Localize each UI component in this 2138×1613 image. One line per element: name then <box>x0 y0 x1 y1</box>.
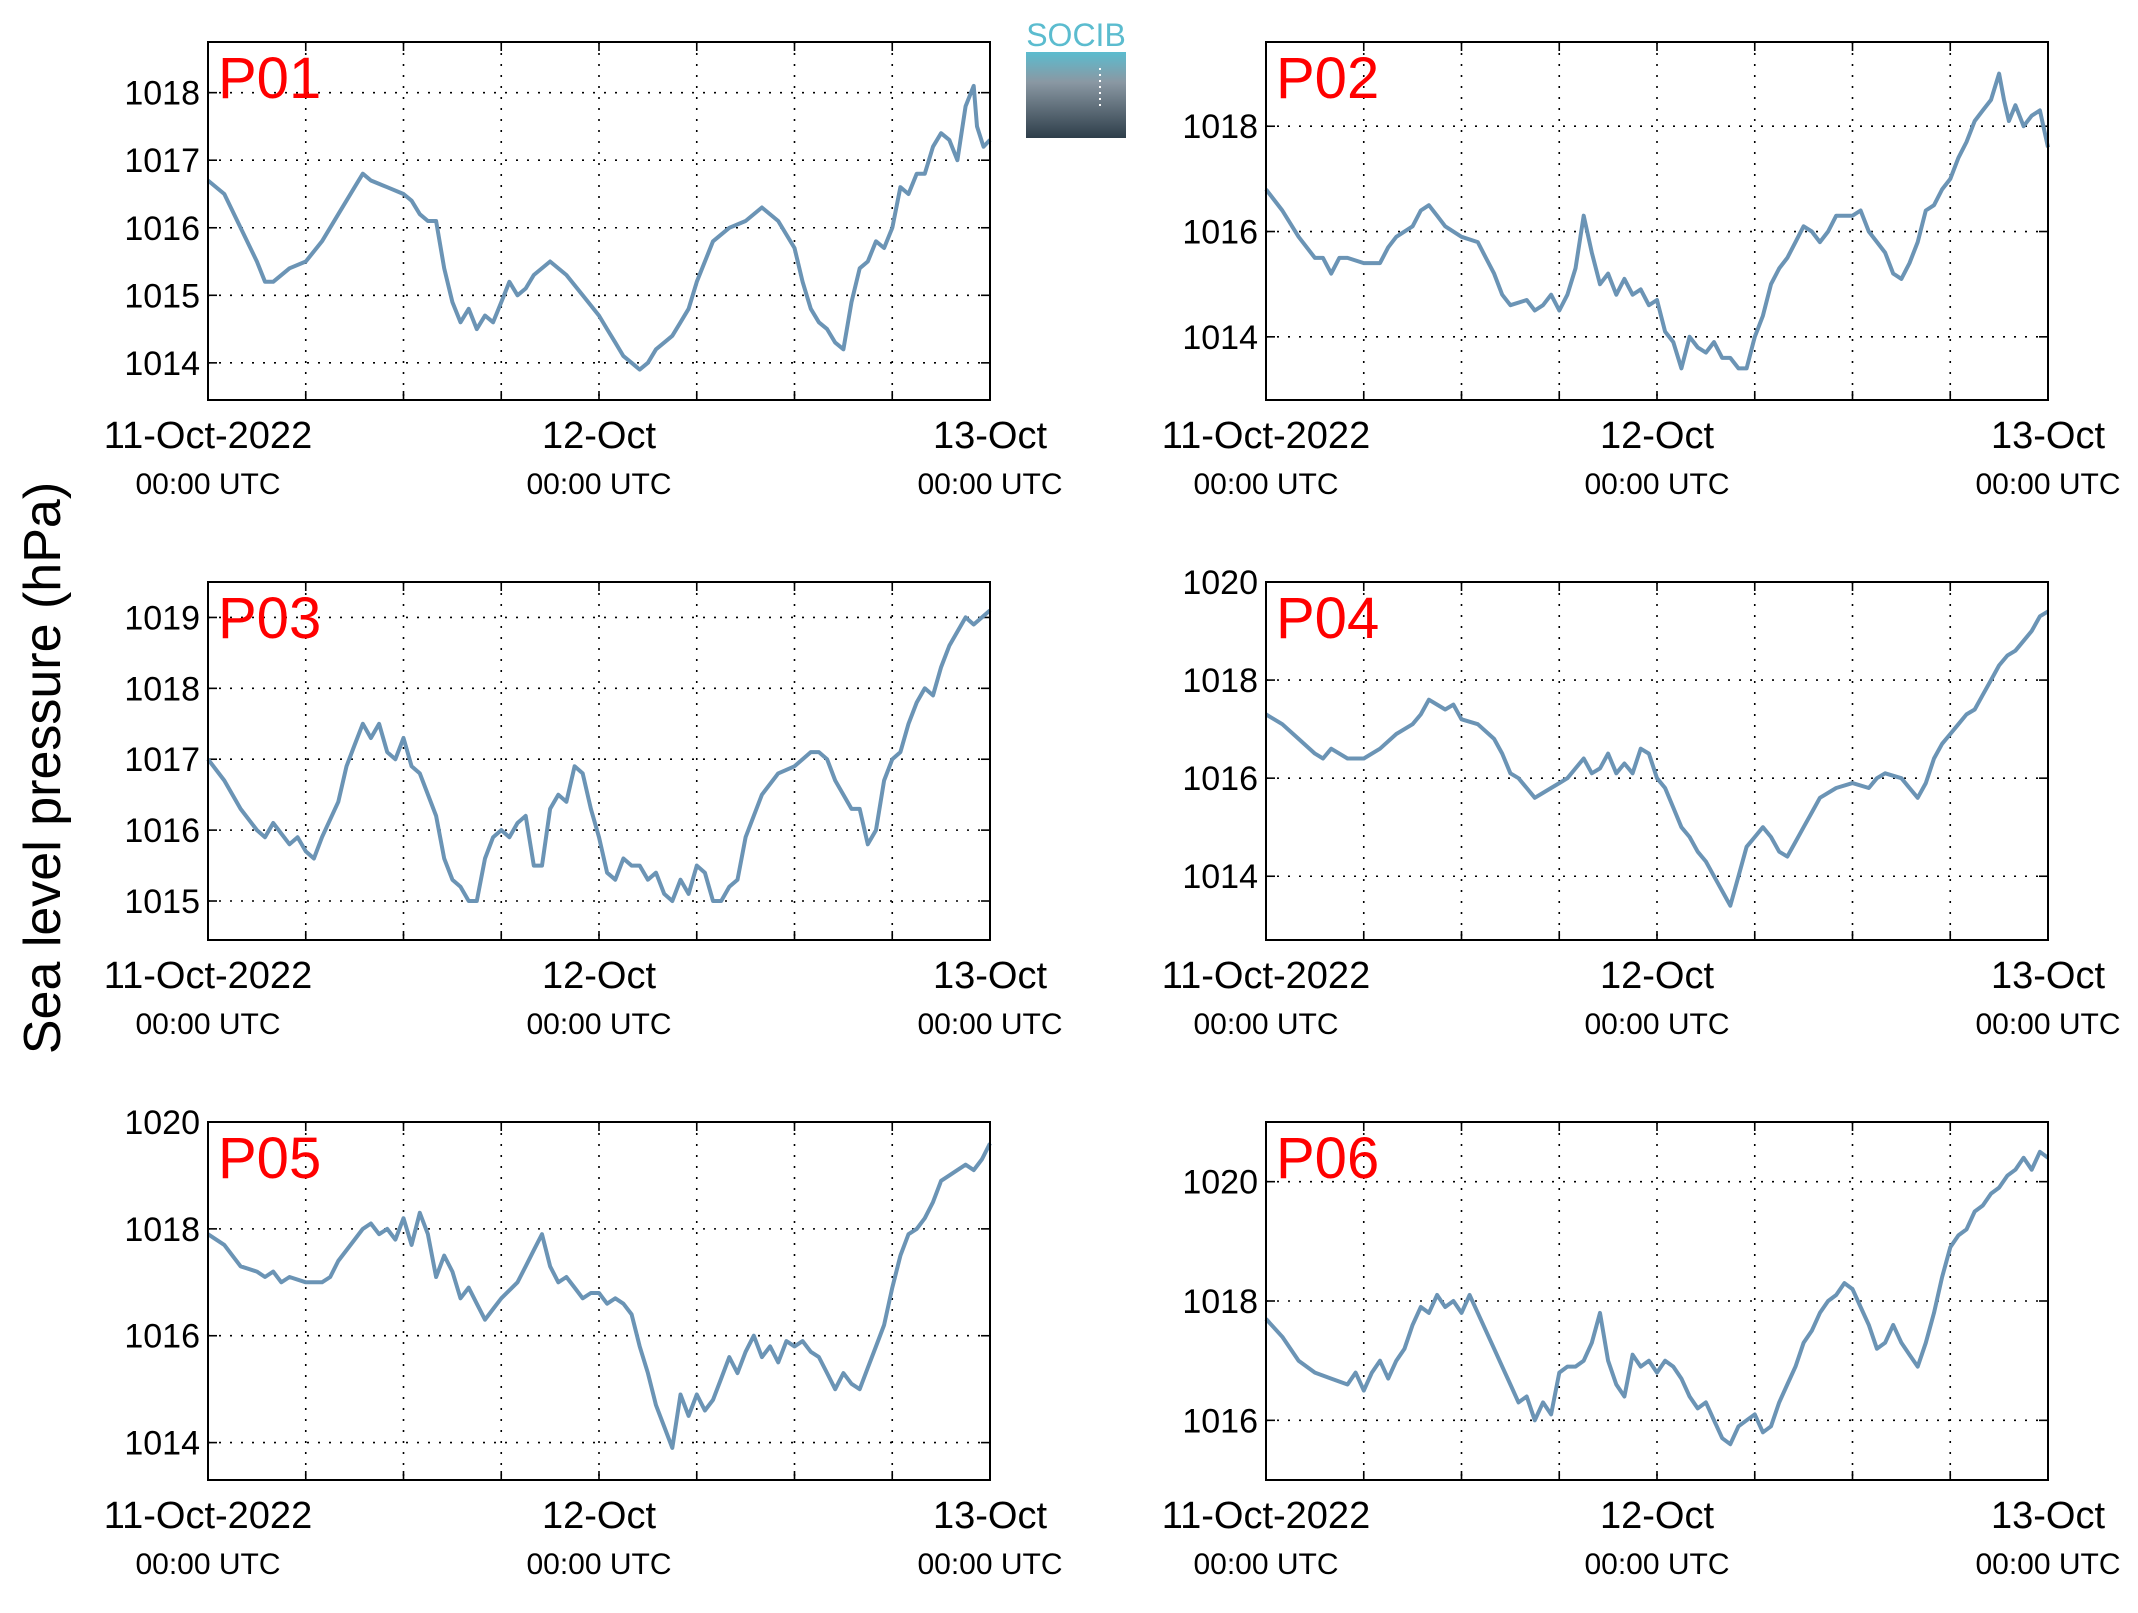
series-line <box>206 608 992 903</box>
plot-area <box>207 41 991 401</box>
x-tick-label-time: 00:00 UTC <box>526 1008 671 1041</box>
logo-text: SOCIB <box>1026 17 1126 53</box>
x-tick-label-time: 00:00 UTC <box>917 468 1062 501</box>
x-tick-label-date: 13-Oct <box>933 955 1047 997</box>
x-tick-label-time: 00:00 UTC <box>1193 1548 1338 1581</box>
series-line <box>1264 1149 2050 1447</box>
x-tick-label-time: 00:00 UTC <box>1975 1548 2120 1581</box>
x-tick-label-time: 00:00 UTC <box>1584 1548 1729 1581</box>
x-tick-label-time: 00:00 UTC <box>1584 1008 1729 1041</box>
x-tick-label-time: 00:00 UTC <box>526 468 671 501</box>
panel-label: P02 <box>1276 46 1379 111</box>
y-tick-label: 1018 <box>1182 662 1258 700</box>
y-tick-label: 1018 <box>1182 108 1258 146</box>
x-tick-label-date: 13-Oct <box>933 415 1047 457</box>
plot-area <box>207 581 991 941</box>
plot-area <box>1265 581 2049 941</box>
x-tick-label-date: 13-Oct <box>1991 1495 2105 1537</box>
x-tick-label-time: 00:00 UTC <box>526 1548 671 1581</box>
x-tick-label-time: 00:00 UTC <box>135 1548 280 1581</box>
x-tick-label-time: 00:00 UTC <box>1975 468 2120 501</box>
x-tick-label-date: 11-Oct-2022 <box>104 1495 312 1537</box>
panel-label: P03 <box>218 586 321 651</box>
y-tick-label: 1015 <box>124 277 200 315</box>
y-tick-label: 1016 <box>124 812 200 850</box>
y-tick-label: 1014 <box>1182 858 1258 896</box>
y-tick-label: 1018 <box>1182 1283 1258 1321</box>
panel-label: P06 <box>1276 1126 1379 1191</box>
panel-p02: 1014 1016 1018 P02 11-Oct-2022 00:00 UTC 12-Oc… <box>1162 41 2121 501</box>
x-tick-label-date: 13-Oct <box>933 1495 1047 1537</box>
logo-mark <box>1026 52 1126 138</box>
panel-p04: 1014 1016 1018 1020 P04 11-Oct-2022 00:00 UTC 1… <box>1162 564 2121 1041</box>
y-tick-label: 1020 <box>124 1104 200 1142</box>
panel-label: P05 <box>218 1126 321 1191</box>
y-tick-label: 1016 <box>1182 214 1258 252</box>
x-tick-label-time: 00:00 UTC <box>917 1008 1062 1041</box>
series-line <box>1264 71 2050 371</box>
y-tick-label: 1019 <box>124 599 200 637</box>
y-tick-label: 1016 <box>124 1318 200 1356</box>
x-tick-label-date: 11-Oct-2022 <box>104 415 312 457</box>
y-tick-label: 1017 <box>124 741 200 779</box>
y-tick-label: 1016 <box>1182 1402 1258 1440</box>
y-tick-label: 1017 <box>124 142 200 180</box>
y-tick-label: 1014 <box>124 345 200 383</box>
x-tick-label-date: 13-Oct <box>1991 955 2105 997</box>
x-tick-label-date: 11-Oct-2022 <box>1162 955 1370 997</box>
panel-label: P04 <box>1276 586 1379 651</box>
panels: 1014 1015 1016 1017 1018 P01 11-Oct-2022 00:00 … <box>104 41 2121 1581</box>
panel-p06: 1016 1018 1020 P06 11-Oct-2022 00:00 UTC 12-Oc… <box>1162 1121 2121 1581</box>
y-tick-label: 1020 <box>1182 1164 1258 1202</box>
x-tick-label-time: 00:00 UTC <box>1584 468 1729 501</box>
x-tick-label-date: 11-Oct-2022 <box>1162 1495 1370 1537</box>
y-tick-label: 1014 <box>124 1425 200 1463</box>
y-tick-label: 1020 <box>1182 564 1258 602</box>
x-tick-label-date: 12-Oct <box>1600 955 1714 997</box>
y-tick-label: 1018 <box>124 670 200 708</box>
x-tick-label-date: 11-Oct-2022 <box>104 955 312 997</box>
x-tick-label-date: 11-Oct-2022 <box>1162 415 1370 457</box>
panel-label: P01 <box>218 46 321 111</box>
x-tick-label-time: 00:00 UTC <box>135 1008 280 1041</box>
x-tick-label-time: 00:00 UTC <box>1193 468 1338 501</box>
x-tick-label-date: 12-Oct <box>542 955 656 997</box>
socib-logo: SOCIB <box>1026 17 1126 138</box>
series-line <box>206 83 992 372</box>
y-tick-label: 1016 <box>1182 760 1258 798</box>
x-tick-label-date: 12-Oct <box>542 1495 656 1537</box>
y-tick-label: 1014 <box>1182 319 1258 357</box>
plot-area <box>207 1121 991 1481</box>
x-tick-label-date: 12-Oct <box>542 415 656 457</box>
x-tick-label-date: 12-Oct <box>1600 415 1714 457</box>
x-tick-label-time: 00:00 UTC <box>1193 1008 1338 1041</box>
y-tick-label: 1016 <box>124 210 200 248</box>
x-tick-label-date: 12-Oct <box>1600 1495 1714 1537</box>
x-tick-label-time: 00:00 UTC <box>917 1548 1062 1581</box>
x-tick-label-time: 00:00 UTC <box>135 468 280 501</box>
series-line <box>1264 609 2050 908</box>
plot-area <box>1265 1121 2049 1481</box>
panel-p05: 1014 1016 1018 1020 P05 11-Oct-2022 00:00 UTC 1… <box>104 1104 1063 1581</box>
panel-p01: 1014 1015 1016 1017 1018 P01 11-Oct-2022 00:00 … <box>104 41 1063 501</box>
panel-p03: 1015 1016 1017 1018 1019 P03 11-Oct-2022 00:00 … <box>104 581 1063 1041</box>
series-line <box>206 1142 992 1450</box>
plot-area <box>1265 41 2049 401</box>
y-tick-label: 1018 <box>124 1211 200 1249</box>
y-tick-label: 1015 <box>124 883 200 921</box>
x-tick-label-date: 13-Oct <box>1991 415 2105 457</box>
y-axis-label: Sea level pressure (hPa) <box>14 482 72 1054</box>
y-tick-label: 1018 <box>124 75 200 113</box>
x-tick-label-time: 00:00 UTC <box>1975 1008 2120 1041</box>
